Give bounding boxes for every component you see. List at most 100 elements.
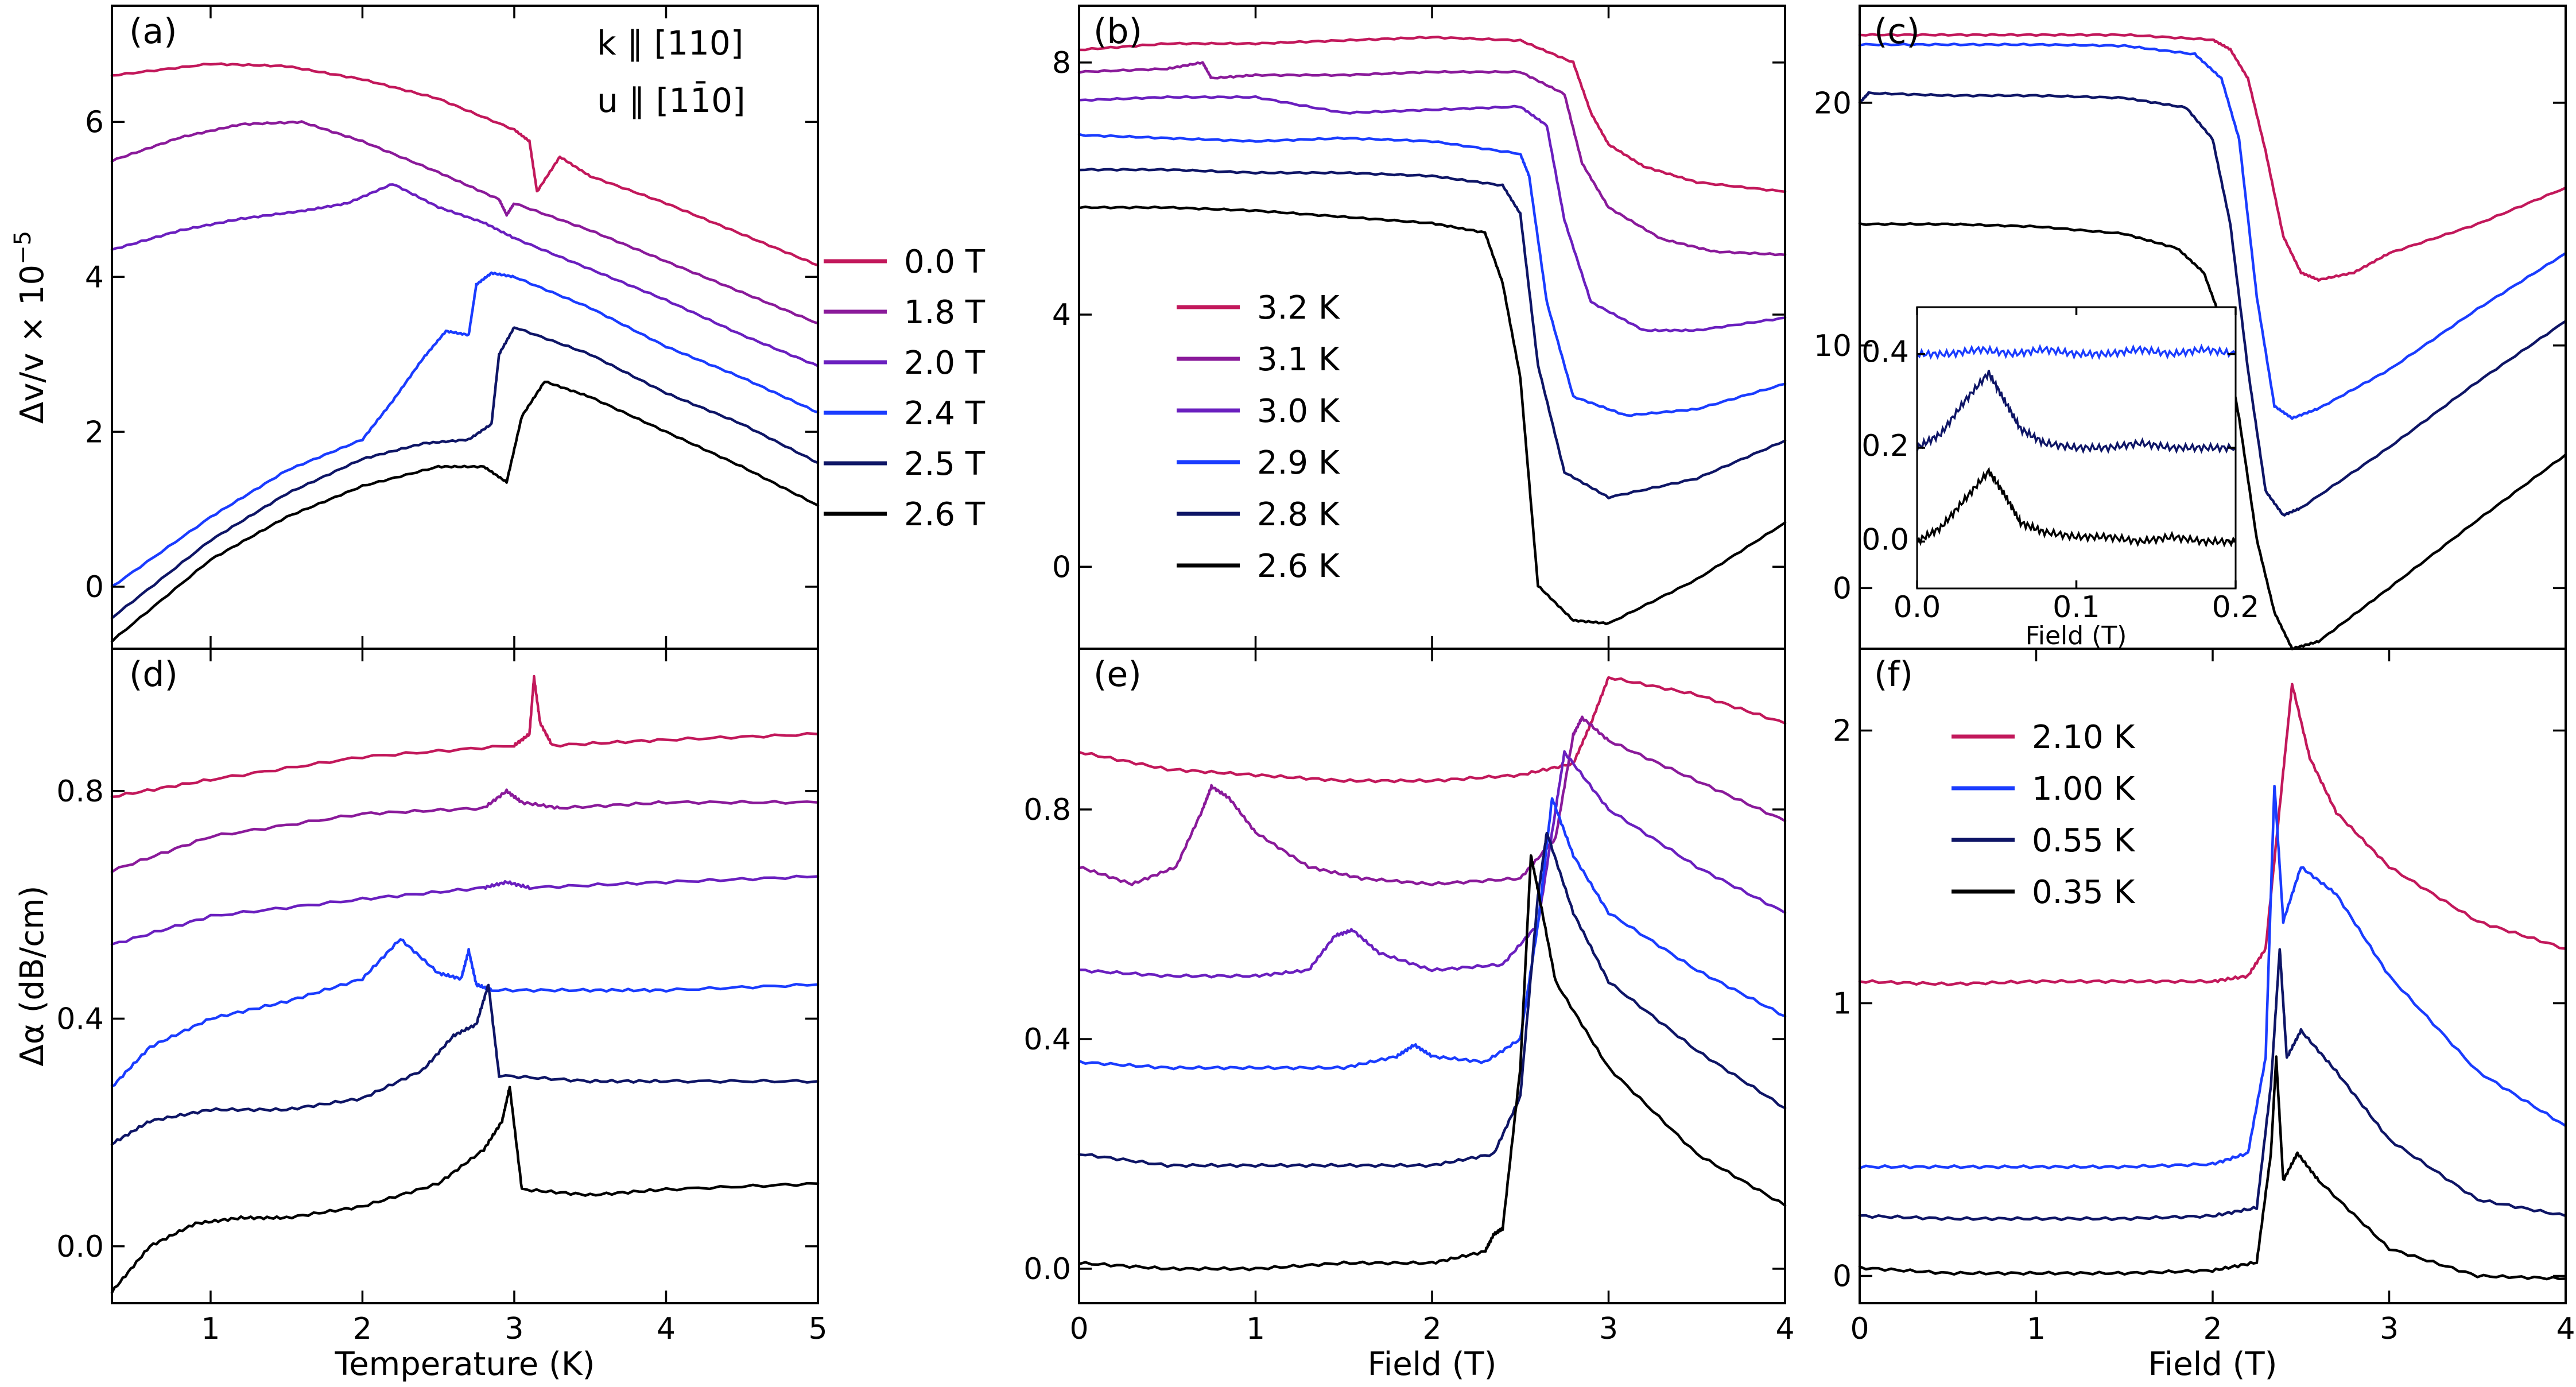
- series-line-0-55-K: [1858, 948, 2567, 1222]
- x-tick-label: 3: [1599, 1312, 1618, 1346]
- legend-label: 0.0 T: [904, 243, 986, 281]
- y-tick-label: 0: [1833, 572, 1852, 606]
- y-tick-label: 0.0: [56, 1230, 104, 1264]
- y-tick-label: 0.0: [1023, 1252, 1071, 1287]
- y-tick-label: 8: [1052, 46, 1071, 80]
- series-line-1-00-K: [1858, 784, 2567, 1169]
- series-line-2-6-T: [110, 1086, 820, 1295]
- y-tick-label: 0.0: [1861, 522, 1909, 557]
- series-line-0-0-T: [110, 62, 820, 267]
- series-line-2-4-T: [110, 938, 820, 1087]
- series-line-3-0-K: [1077, 95, 1787, 332]
- panel-a-label: (a): [129, 11, 177, 52]
- y-tick-label: 6: [85, 106, 104, 140]
- legend-label: 1.00 K: [2032, 770, 2135, 808]
- y-tick-label: 10: [1814, 329, 1852, 363]
- x-tick-label: 0.2: [2212, 590, 2260, 625]
- y-tick-label: 4: [85, 260, 104, 295]
- panel-d-ylabel: Δα (dB/cm): [14, 886, 51, 1067]
- y-tick-label: 0: [85, 570, 104, 605]
- inset-frame: [1916, 306, 2237, 590]
- inset-xlabel: Field (T): [2026, 621, 2127, 650]
- panel-f-series: [1858, 683, 2567, 1281]
- x-tick-label: 1: [2027, 1312, 2046, 1346]
- series-line-0-55-K: [1916, 370, 2237, 454]
- series-line-2-5-T: [110, 326, 820, 619]
- legend-label: 2.4 T: [904, 395, 986, 432]
- panel-d-series: [110, 675, 820, 1295]
- annotation-u-direction: u ∥ [11̄0]: [597, 80, 746, 120]
- panel-d-label: (d): [129, 654, 178, 695]
- panel-a: 0 2 4 6 (a) k ∥ [110] u ∥ [11̄0] Δv/v × 10−…: [10, 5, 820, 650]
- panel-f-ticks: 0 1 2 3 4 0 1 2: [1833, 649, 2575, 1346]
- x-tick-label: 4: [2556, 1312, 2575, 1346]
- panel-f-xlabel: Field (T): [2148, 1346, 2278, 1383]
- series-line-2-6-T: [110, 380, 820, 643]
- legend-label: 2.10 K: [2032, 719, 2135, 756]
- series-line-1-00-K: [1916, 343, 2237, 361]
- legend-label: 1.8 T: [904, 294, 986, 331]
- panel-e-ticks: 0 1 2 3 4 0.0 0.4 0.8: [1023, 649, 1795, 1346]
- series-line-2-10-K: [1858, 33, 2567, 282]
- x-tick-label: 5: [808, 1312, 827, 1346]
- panel-d-ticks: 1 2 3 4 5 0.0 0.4 0.8: [56, 649, 828, 1346]
- panel-a-ylabel: Δv/v × 10−5: [10, 231, 51, 424]
- legend-label: 0.55 K: [2032, 822, 2135, 859]
- x-tick-label: 2: [353, 1312, 372, 1346]
- legend-field: 0.0 T 1.8 T 2.0 T 2.4 T 2.5 T 2.6 T: [824, 243, 986, 533]
- series-line-3-1-K: [1077, 61, 1787, 257]
- series-line-1-8-T: [110, 788, 820, 874]
- x-tick-label: 0: [1069, 1312, 1088, 1346]
- legend-temperature-b: 3.2 K 3.1 K 3.0 K 2.9 K 2.8 K 2.6 K: [1177, 289, 1340, 585]
- legend-label: 2.5 T: [904, 445, 986, 483]
- annotation-k-direction: k ∥ [110]: [597, 24, 743, 63]
- legend-label: 2.6 K: [1257, 548, 1340, 585]
- x-tick-label: 0.1: [2053, 590, 2100, 625]
- y-tick-label: 0: [1833, 1260, 1852, 1294]
- series-line-2-0-T: [110, 874, 820, 946]
- series-line-3-1-K: [1077, 715, 1787, 886]
- legend-label: 2.9 K: [1257, 444, 1340, 482]
- x-tick-label: 1: [1246, 1312, 1265, 1346]
- x-tick-label: 2: [1422, 1312, 1441, 1346]
- y-tick-label: 0.4: [56, 1002, 104, 1037]
- panel-e: 0 1 2 3 4 0.0 0.4 0.8 (e) Field (T): [1023, 648, 1795, 1383]
- panel-d-xlabel: Temperature (K): [335, 1346, 595, 1383]
- panel-f: 0 1 2 3 4 0 1 2 (f) Field (T) 2.10 K 1.00 K 0.55 …: [1833, 648, 2575, 1383]
- inset-series: [1916, 343, 2237, 548]
- series-line-2-6-K: [1077, 854, 1787, 1272]
- panel-c-series: [1858, 33, 2567, 650]
- panel-a-ylabel-exponent: −5: [10, 231, 36, 265]
- series-line-2-8-K: [1077, 831, 1787, 1168]
- series-line-0-35-K: [1858, 222, 2567, 650]
- y-tick-label: 20: [1814, 86, 1852, 121]
- series-line-3-0-K: [1077, 750, 1787, 979]
- inset-ticks: 0.0 0.1 0.2 0.0 0.2 0.4: [1861, 307, 2259, 625]
- legend-label: 2.6 T: [904, 496, 986, 533]
- panel-d-frame: [111, 648, 819, 1304]
- y-tick-label: 0: [1052, 550, 1071, 584]
- series-line-2-9-K: [1077, 133, 1787, 417]
- x-tick-label: 0.0: [1894, 590, 1941, 625]
- legend-label: 2.8 K: [1257, 496, 1340, 533]
- series-line-2-5-T: [110, 983, 820, 1146]
- legend-label: 3.1 K: [1257, 341, 1340, 378]
- panel-a-series: [110, 62, 820, 643]
- panel-a-ylabel-base: Δv/v × 10: [14, 265, 51, 424]
- series-line-2-6-K: [1077, 205, 1787, 626]
- series-line-0-0-T: [110, 675, 820, 798]
- legend-temperature-f: 2.10 K 1.00 K 0.55 K 0.35 K: [1952, 719, 2135, 911]
- panel-e-series: [1077, 676, 1787, 1272]
- panel-e-label: (e): [1093, 654, 1142, 695]
- y-tick-label: 0.2: [1861, 429, 1909, 463]
- panel-b-series: [1077, 36, 1787, 626]
- panel-f-label: (f): [1874, 654, 1913, 695]
- legend-label: 3.0 K: [1257, 393, 1340, 430]
- y-tick-label: 2: [85, 415, 104, 450]
- series-line-2-8-K: [1077, 168, 1787, 499]
- y-tick-label: 2: [1833, 714, 1852, 749]
- legend-label: 0.35 K: [2032, 874, 2135, 911]
- y-tick-label: 4: [1052, 298, 1071, 332]
